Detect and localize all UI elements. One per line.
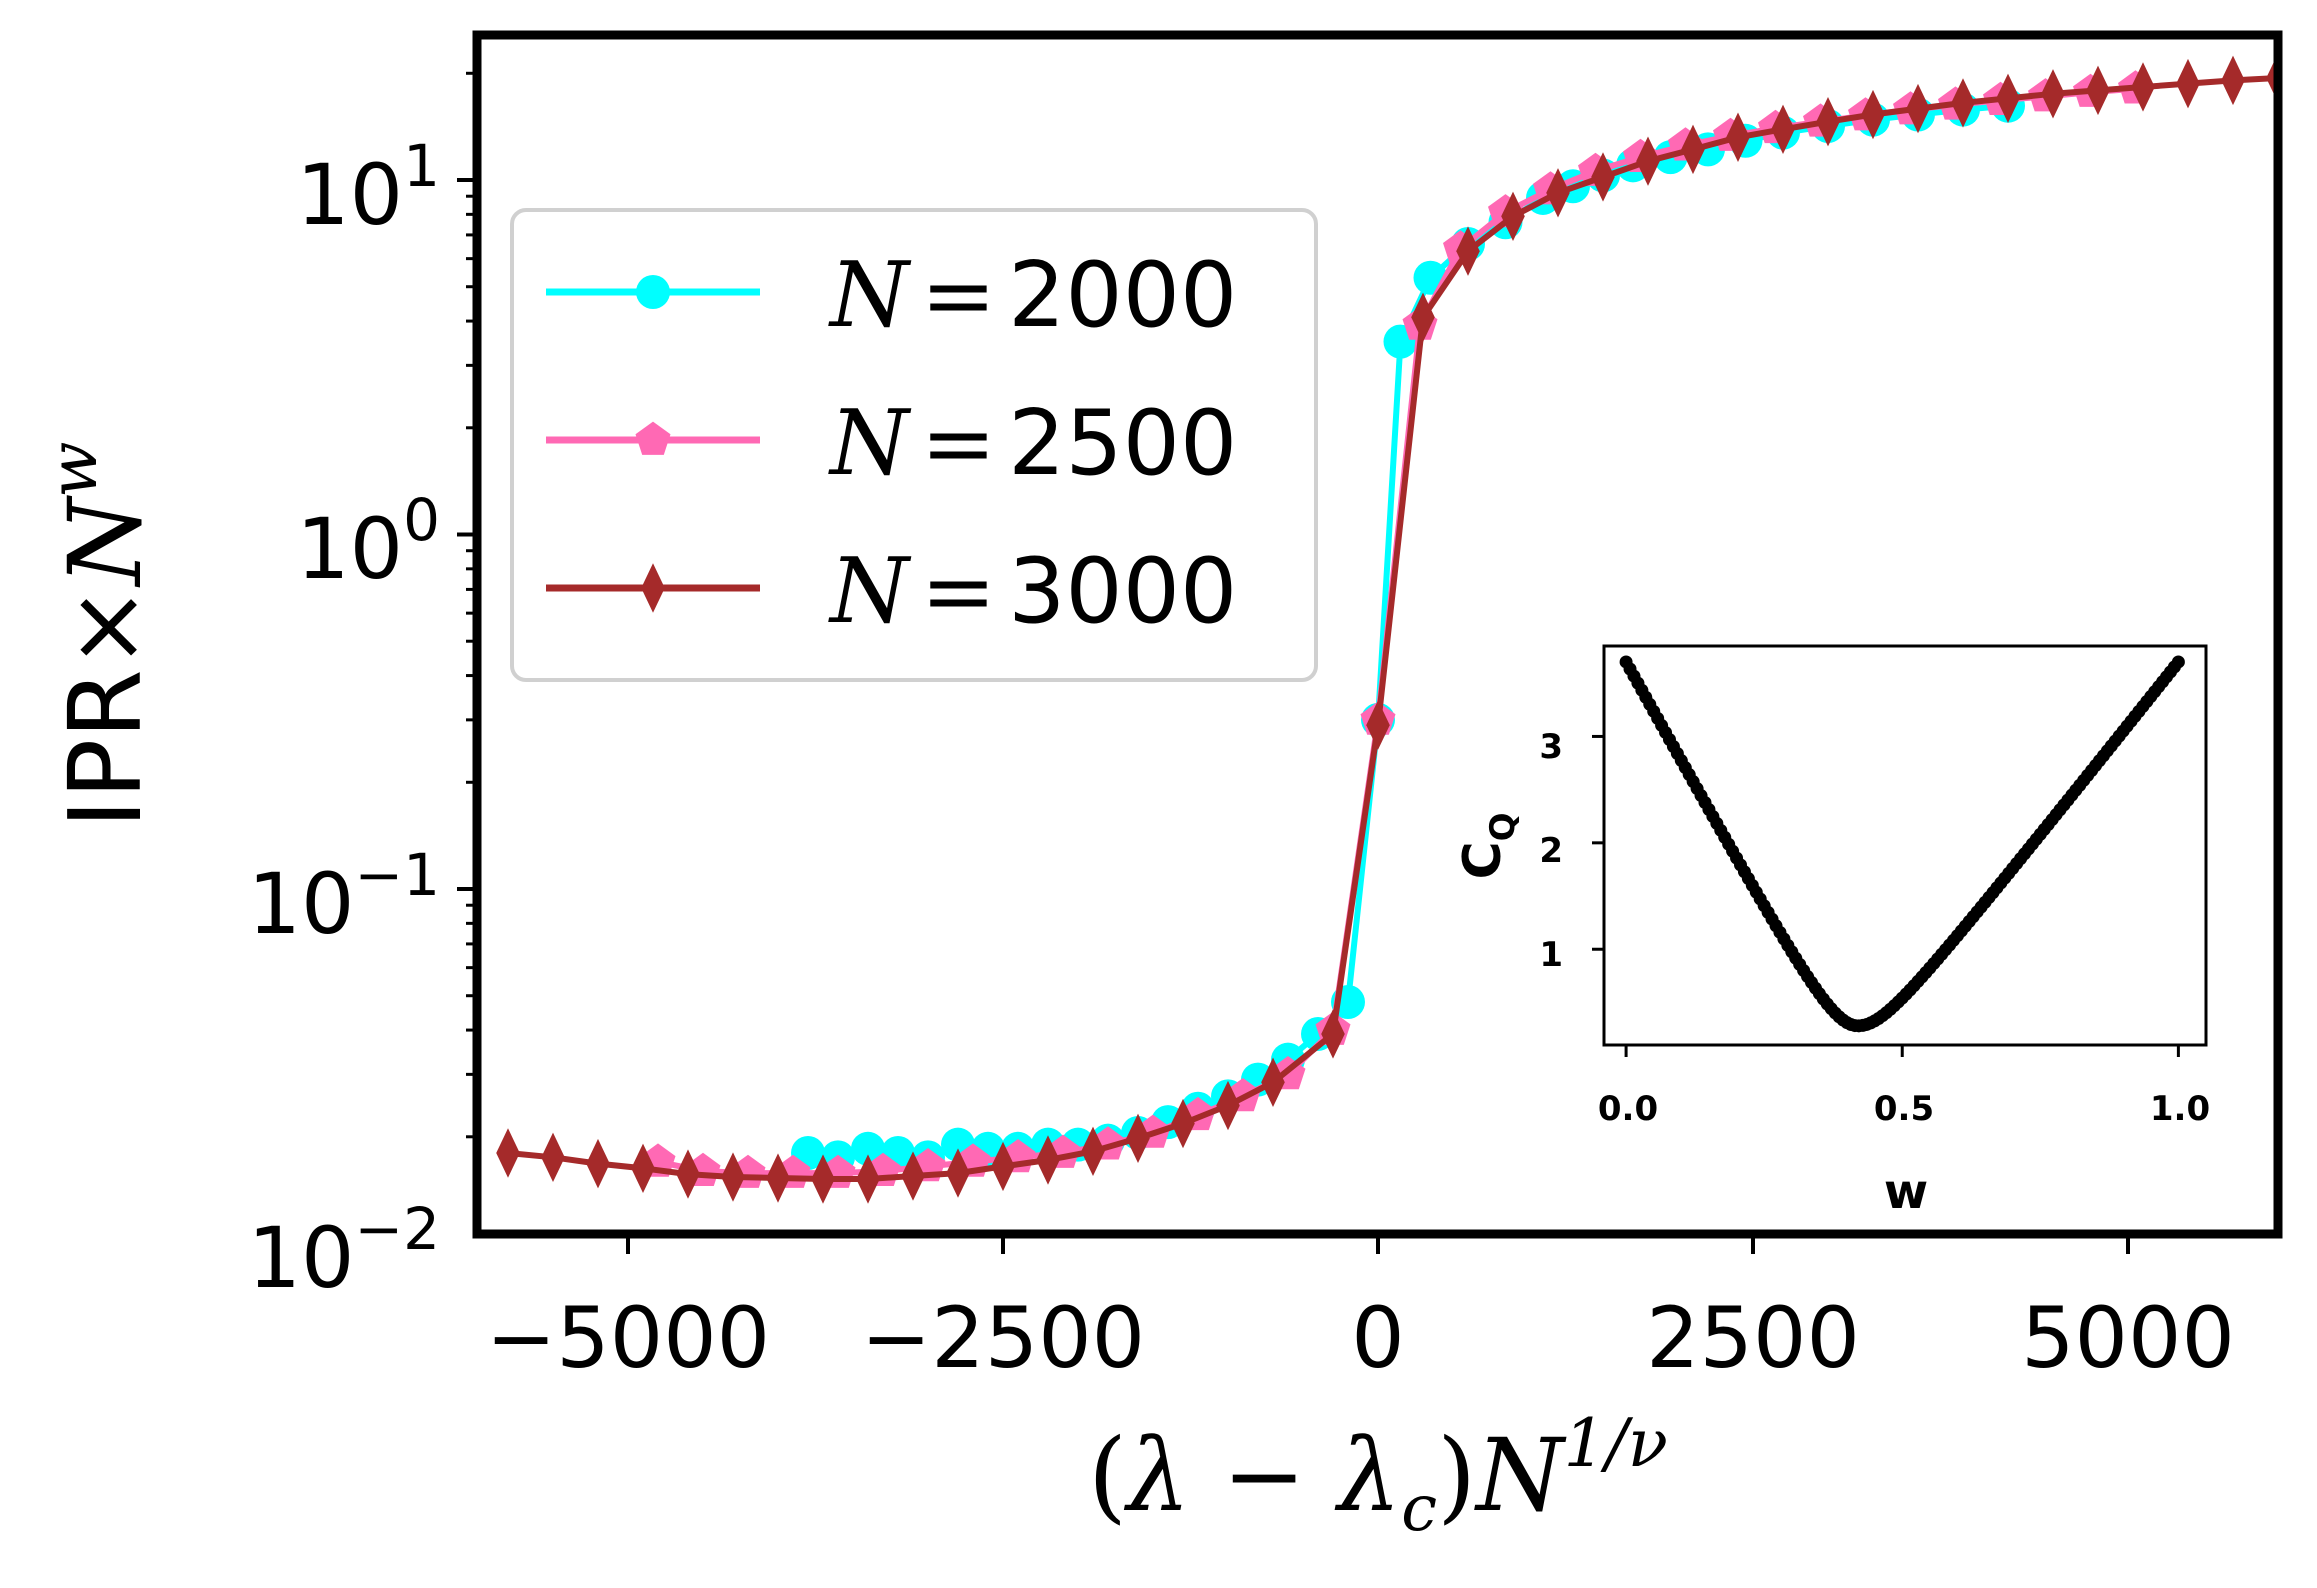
series-layer: [496, 53, 2278, 1204]
data-point-3000: [856, 1154, 880, 1204]
data-point-3000: [1726, 112, 1750, 162]
legend-marker-2000: [636, 275, 670, 309]
inset-chart: 1 2 3 0.0 0.5 1.0 w CQ: [1453, 644, 2210, 1220]
data-point-3000: [1906, 83, 1930, 134]
data-point-3000: [2221, 55, 2245, 106]
inset-y-tick-1: 1: [1539, 935, 1563, 975]
data-point-2000: [851, 1131, 885, 1166]
data-point-3000: [1996, 73, 2020, 124]
y-axis-label: IPR×Nw: [35, 441, 164, 828]
legend: N = 2000 N = 2500 N = 3000: [510, 208, 1318, 682]
series-3000: [496, 53, 2278, 1204]
inset-x-tick-1: 1.0: [2150, 1089, 2210, 1129]
data-point-3000: [766, 1153, 790, 1203]
data-point-3000: [811, 1154, 835, 1204]
data-point-3000: [1816, 97, 1840, 147]
data-point-3000: [676, 1149, 700, 1199]
data-point-3000: [2176, 58, 2200, 109]
y-tick-labels: 10−2 10−1 100 101: [248, 132, 440, 1307]
data-point-3000: [1501, 191, 1525, 241]
data-point-3000: [586, 1138, 610, 1189]
inset-point: [2171, 655, 2185, 669]
series-line-3000: [507, 75, 2278, 1182]
data-point-3000: [1261, 1057, 1285, 1107]
data-point-3000: [2131, 62, 2155, 112]
data-point-3000: [1036, 1135, 1060, 1185]
x-axis-label: (λ − λc)N1/ν: [1088, 1405, 1668, 1546]
data-point-3000: [2086, 65, 2110, 116]
data-point-3000: [1591, 152, 1615, 202]
legend-marker-3000: [641, 563, 665, 613]
data-point-3000: [1216, 1080, 1240, 1131]
legend-label-n2000: N = 2000: [828, 243, 1237, 348]
data-point-3000: [541, 1132, 565, 1183]
data-point-3000: [1411, 292, 1435, 342]
data-point-3000: [1126, 1113, 1150, 1164]
inset-y-tick-2: 2: [1539, 831, 1563, 871]
y-tick-label-1e-2: 10−2: [248, 1195, 440, 1307]
inset-curve: [1619, 655, 2185, 1033]
data-point-3000: [1636, 136, 1660, 186]
legend-marker-2500: [635, 421, 671, 455]
x-tick-label-5000: 5000: [2021, 1289, 2235, 1387]
data-point-3000: [631, 1143, 655, 1193]
inset-y-axis-label: CQ: [1453, 812, 1523, 879]
data-point-3000: [1861, 89, 1885, 140]
data-point-3000: [1681, 124, 1705, 175]
data-point-3000: [991, 1141, 1015, 1192]
inset-x-axis-label: w: [1884, 1164, 1928, 1220]
data-point-3000: [1171, 1098, 1195, 1149]
x-tick-labels: −5000 −2500 0 2500 5000: [486, 1289, 2235, 1387]
legend-label-n2500: N = 2500: [828, 391, 1237, 496]
x-tick-label-neg5000: −5000: [486, 1289, 770, 1387]
x-tick-label-0: 0: [1351, 1289, 1404, 1387]
main-axes-frame: [472, 30, 2283, 1239]
data-point-3000: [1456, 226, 1480, 276]
legend-box: [510, 208, 1318, 682]
y-tick-label-1e-1: 10−1: [248, 841, 440, 953]
data-point-3000: [1951, 78, 1975, 128]
inset-x-tick-05: 0.5: [1874, 1089, 1934, 1129]
data-point-3000: [1771, 104, 1795, 155]
data-point-3000: [1366, 700, 1390, 750]
legend-label-n3000: N = 3000: [828, 539, 1237, 644]
y-tick-label-1e0: 100: [296, 486, 440, 598]
data-point-3000: [496, 1128, 520, 1178]
y-tick-label-1e1: 101: [296, 132, 440, 244]
inset-y-tick-3: 3: [1539, 727, 1563, 767]
data-point-3000: [901, 1151, 925, 1201]
data-point-3000: [2041, 69, 2065, 119]
data-point-3000: [946, 1148, 970, 1198]
data-point-3000: [1546, 168, 1570, 218]
data-point-3000: [1081, 1126, 1105, 1177]
data-point-3000: [1321, 1009, 1345, 1059]
x-tick-label-neg2500: −2500: [861, 1289, 1145, 1387]
data-point-3000: [721, 1152, 745, 1202]
inset-ticks: [1592, 734, 2180, 1057]
inset-x-tick-0: 0.0: [1598, 1089, 1658, 1129]
x-tick-label-2500: 2500: [1646, 1289, 1860, 1387]
inset-frame: [1602, 644, 2208, 1047]
